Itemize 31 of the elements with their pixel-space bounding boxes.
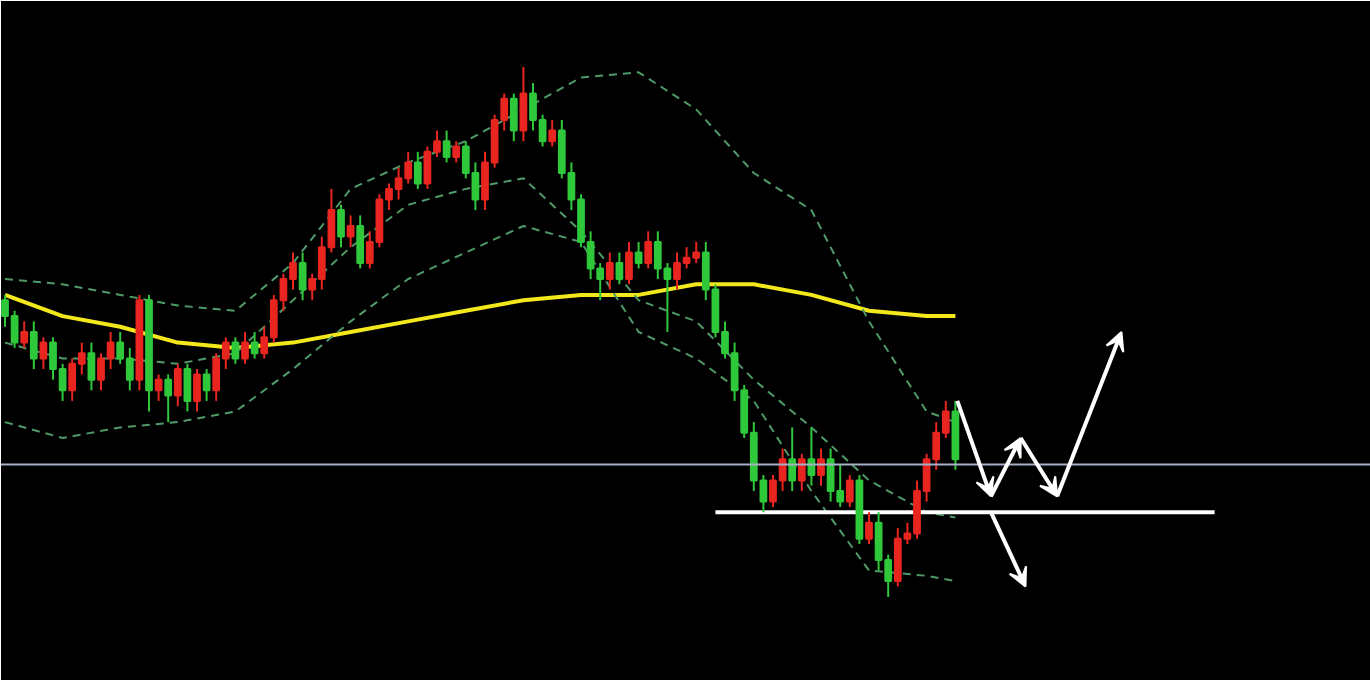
candlestick: [817, 447, 825, 487]
candlestick: [183, 362, 192, 413]
candlestick: [865, 511, 873, 545]
candlestick: [39, 336, 48, 371]
candlestick: [625, 240, 633, 286]
candlestick: [644, 230, 653, 270]
candlestick: [337, 203, 345, 249]
candlestick: [797, 452, 806, 492]
candlestick: [164, 373, 173, 424]
candlestick: [346, 214, 355, 249]
candlestick: [788, 426, 797, 492]
candlestick: [845, 474, 854, 508]
candlestick: [452, 140, 461, 164]
candlestick: [29, 320, 38, 371]
candlestick: [298, 251, 307, 302]
candlestick: [241, 331, 249, 365]
candlestick: [87, 341, 96, 392]
candlestick: [519, 66, 528, 143]
candlestick: [202, 368, 211, 402]
candlestick: [442, 129, 451, 164]
candlestick: [231, 336, 240, 365]
candlestick: [548, 119, 557, 148]
candlestick: [509, 92, 518, 143]
candlestick: [605, 251, 614, 291]
candlestick: [173, 362, 182, 408]
candlestick: [413, 150, 422, 190]
candlestick: [20, 320, 29, 349]
candlestick: [193, 368, 201, 413]
candlestick: [951, 399, 960, 471]
candlestick: [356, 214, 365, 270]
candlestick: [615, 251, 624, 286]
